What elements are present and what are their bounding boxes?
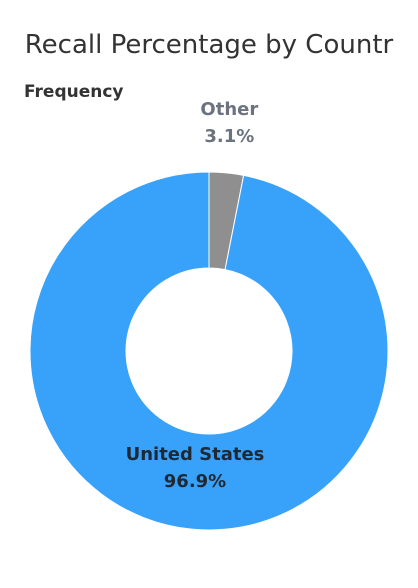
slice-value-other: 3.1%	[204, 126, 254, 147]
slice-united-states[interactable]	[29, 171, 389, 531]
slice-label-united-states: United States	[126, 444, 265, 465]
slice-label-other: Other	[200, 99, 258, 120]
chart-title: Recall Percentage by Countr	[24, 30, 394, 60]
measure-label: Frequency	[24, 82, 124, 102]
slice-value-united-states: 96.9%	[164, 471, 226, 492]
